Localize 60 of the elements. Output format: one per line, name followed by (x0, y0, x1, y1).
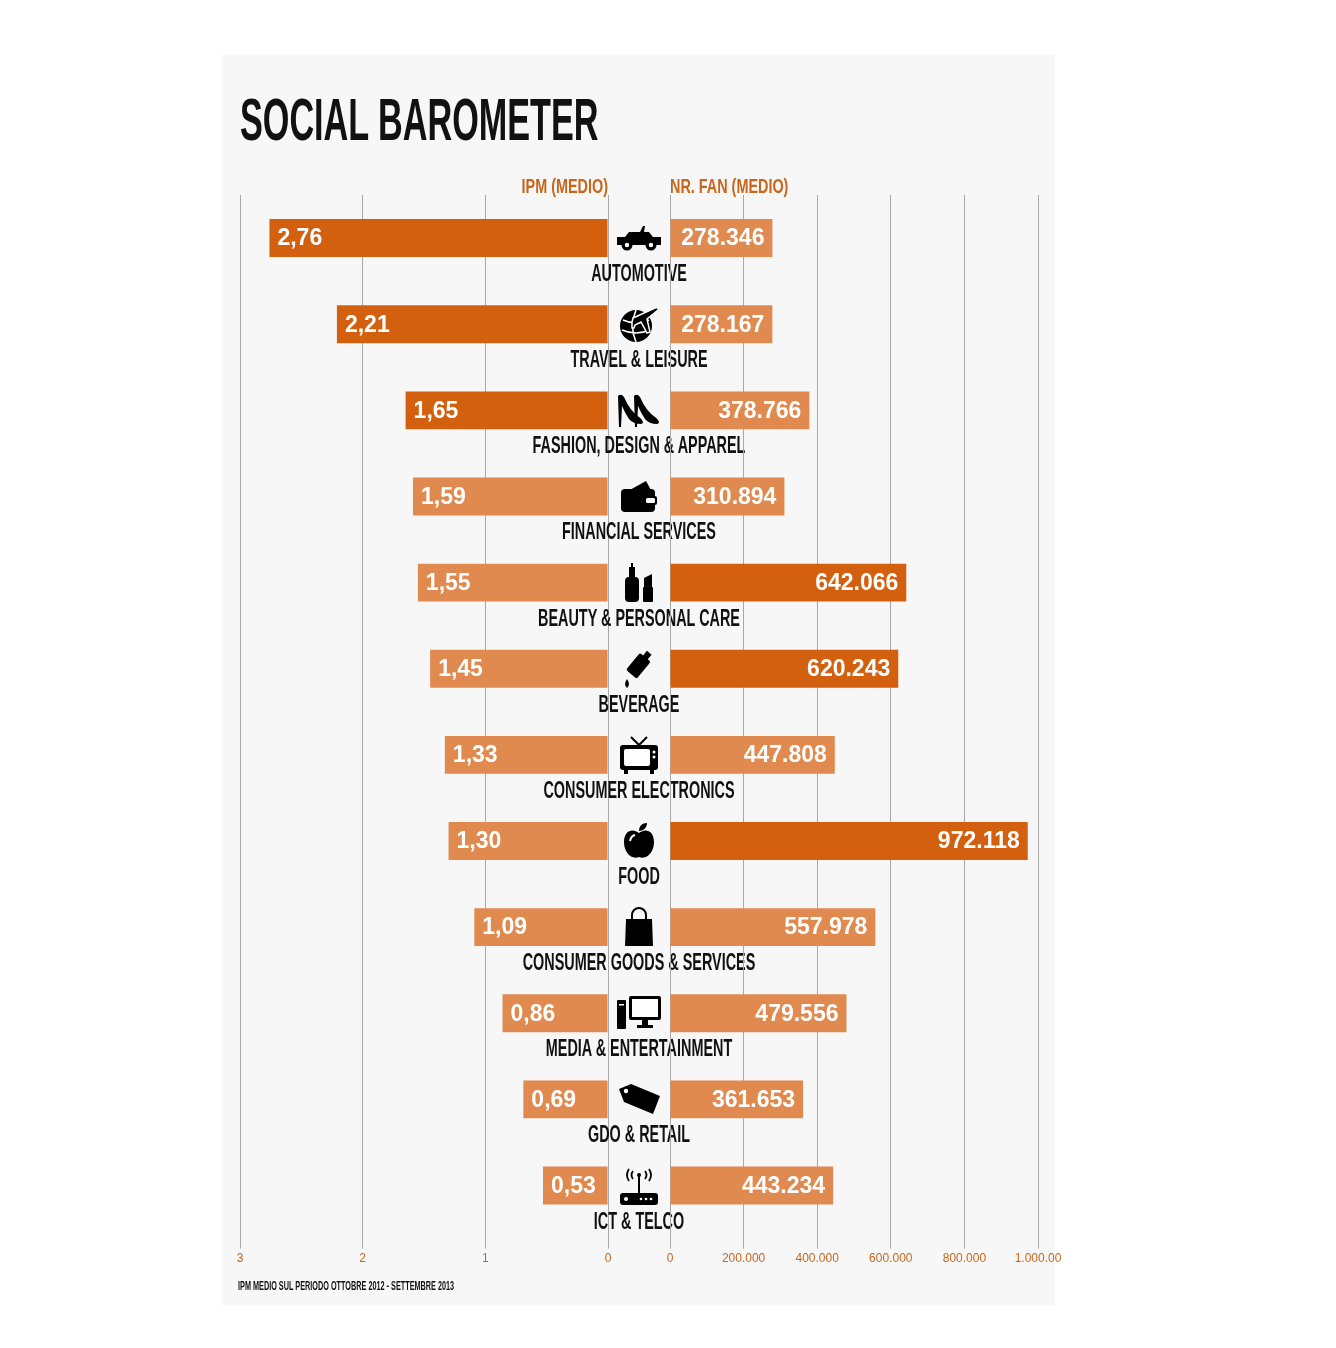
x-axis-title: NR. FAN (MEDIO) (670, 175, 789, 197)
data-label: 361.653 (711, 1085, 796, 1112)
x-tick-label: 800.000 (942, 1251, 987, 1266)
bar (405, 391, 608, 430)
data-label: 0,53 (550, 1171, 596, 1198)
bar (670, 563, 907, 602)
data-label: 972.118 (937, 827, 1020, 854)
bar (670, 822, 1028, 860)
data-label: 1,09 (482, 913, 528, 940)
bar (474, 908, 608, 947)
x-tick-label: 2 (359, 1251, 367, 1266)
bar (269, 219, 608, 258)
x-tick-label: 200.000 (721, 1251, 766, 1266)
y-tick-label: BEVERAGE (598, 689, 680, 717)
data-label: 2,76 (277, 224, 323, 251)
data-label: 1,45 (438, 655, 484, 682)
bar (412, 477, 608, 516)
x-axis-title: IPM (MEDIO) (521, 175, 608, 197)
y-tick-label: GDO & RETAIL (587, 1120, 691, 1148)
bar (670, 649, 899, 688)
data-label: 479.556 (755, 999, 839, 1026)
x-tick-label: 600.000 (869, 1251, 913, 1266)
data-label: 642.066 (815, 568, 899, 595)
text: IPM MEDIO SUL PERIODO OTTOBRE 2012 - SETTEMBRE 2013 (238, 1278, 455, 1293)
data-label: 620.243 (807, 655, 891, 682)
data-label: 278.167 (681, 310, 765, 337)
bar (430, 649, 608, 688)
y-tick-label: MEDIA & ENTERTAINMENT (545, 1034, 733, 1062)
data-label: 378.766 (718, 396, 802, 423)
bar (417, 563, 608, 602)
y-tick-label: BEAUTY & PERSONAL CARE (538, 603, 740, 631)
data-label: 1,65 (413, 396, 459, 423)
x-tick-label: 400.000 (795, 1251, 840, 1266)
y-tick-label: ICT & TELCO (593, 1206, 685, 1234)
x-tick-label: 1.000.00 (1014, 1251, 1062, 1266)
x-tick-label: 0 (604, 1251, 612, 1266)
y-tick-label: TRAVEL & LEISURE (570, 345, 708, 373)
data-label: 557.978 (784, 913, 868, 940)
data-label: 1,55 (425, 568, 471, 595)
y-tick-label: CONSUMER ELECTRONICS (543, 775, 735, 803)
bar (448, 822, 608, 860)
data-label: 1,30 (456, 827, 502, 854)
data-label: 1,33 (452, 741, 498, 768)
data-label: 278.346 (681, 224, 765, 251)
chart-title: SOCIAL BAROMETER (240, 86, 599, 153)
x-tick-label: 0 (666, 1251, 674, 1266)
y-tick-label: AUTOMOTIVE (591, 259, 687, 287)
data-label: 2,21 (344, 310, 390, 337)
x-tick-label: 1 (481, 1251, 489, 1266)
data-label: 310.894 (693, 482, 777, 509)
x-tick-label: 3 (236, 1251, 244, 1266)
data-label: 1,59 (420, 482, 466, 509)
y-tick-label: FOOD (618, 862, 660, 889)
data-label: 0,69 (531, 1085, 577, 1112)
data-label: 443.234 (741, 1171, 826, 1198)
data-label: 0,86 (510, 999, 556, 1026)
y-tick-label: FINANCIAL SERVICES (562, 517, 716, 545)
bar (444, 735, 608, 774)
data-label: 447.808 (743, 741, 827, 768)
bar (336, 305, 608, 344)
